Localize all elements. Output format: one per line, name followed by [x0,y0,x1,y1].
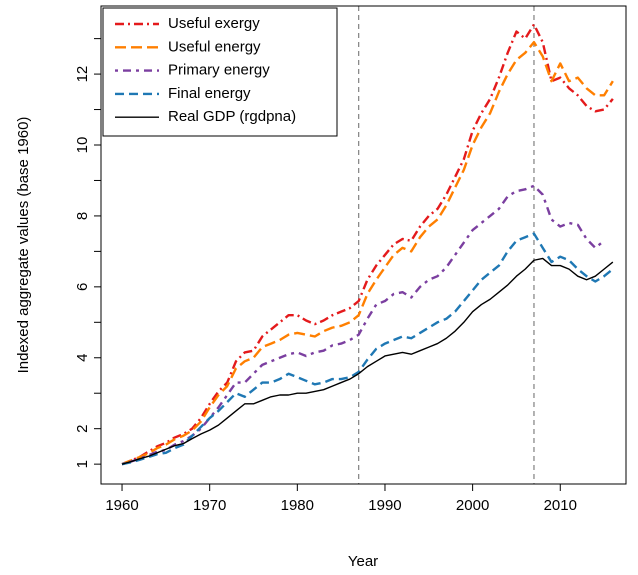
legend-label: Real GDP (rgdpna) [168,108,296,125]
legend-label: Useful exergy [168,15,260,32]
y-tick-label: 1 [74,460,91,468]
legend-label: Final energy [168,85,251,102]
series-line [121,40,614,466]
x-tick-label: 1960 [105,497,138,514]
x-tick-label: 1970 [193,497,226,514]
legend-box [102,7,338,137]
series-line [121,257,614,465]
x-tick-label: 2000 [456,497,489,514]
y-axis-label: Indexed aggregate values (base 1960) [15,117,32,374]
y-tick-label: 12 [74,66,91,83]
legend-label: Useful energy [168,38,261,55]
y-tick-label: 6 [74,283,91,291]
y-tick-label: 2 [74,425,91,433]
x-axis-label: Year [348,553,378,570]
plot-frame [100,5,627,485]
y-tick-label: 4 [74,354,91,362]
y-tick-label: 8 [74,212,91,220]
y-tick-label: 10 [74,137,91,154]
legend-label: Primary energy [168,62,270,79]
x-tick-label: 2010 [544,497,577,514]
series-line [121,23,614,466]
series-line [121,232,614,466]
series-line [121,184,605,466]
x-tick-label: 1980 [281,497,314,514]
x-tick-label: 1990 [368,497,401,514]
